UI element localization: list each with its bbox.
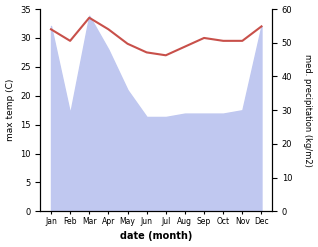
Y-axis label: max temp (C): max temp (C)	[5, 79, 15, 141]
Y-axis label: med. precipitation (kg/m2): med. precipitation (kg/m2)	[303, 54, 313, 167]
X-axis label: date (month): date (month)	[120, 231, 192, 242]
